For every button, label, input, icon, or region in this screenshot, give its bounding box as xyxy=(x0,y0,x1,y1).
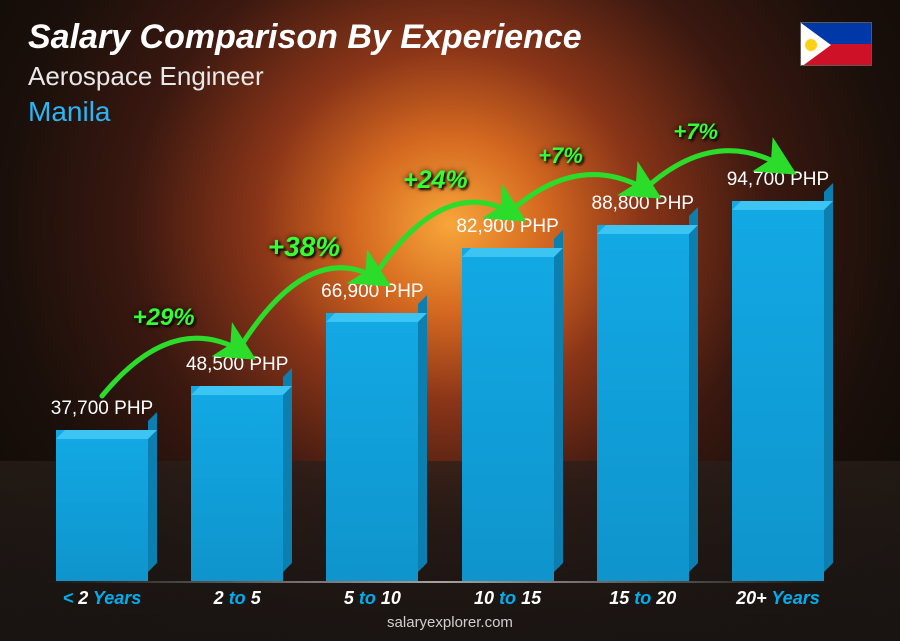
pct-arc xyxy=(508,175,649,214)
pct-arc xyxy=(237,268,378,352)
pct-arc xyxy=(643,151,784,191)
pct-arcs xyxy=(0,0,900,641)
pct-arc xyxy=(372,202,513,279)
pct-arc xyxy=(102,338,243,396)
footer-credit: salaryexplorer.com xyxy=(0,614,900,631)
chart-container: Salary Comparison By Experience Aerospac… xyxy=(0,0,900,641)
